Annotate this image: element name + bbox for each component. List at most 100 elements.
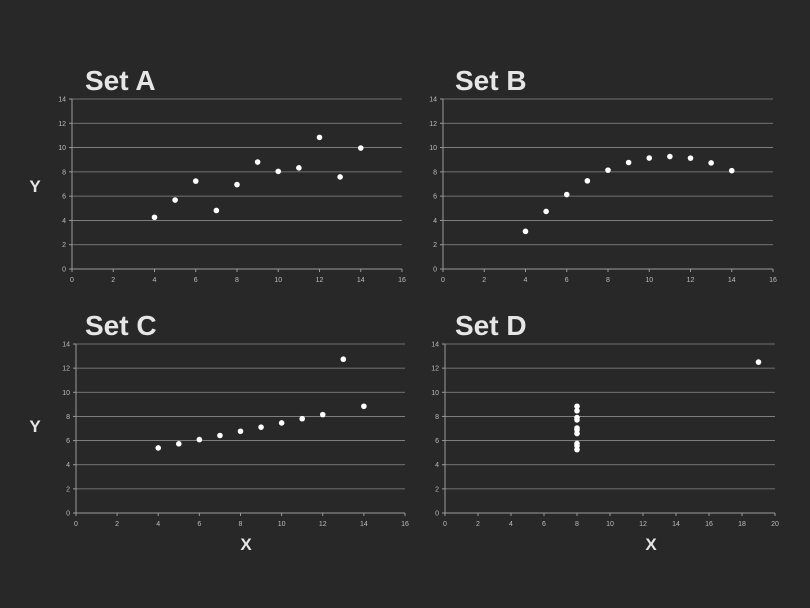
data-point (278, 420, 285, 426)
x-tick-label: 2 (111, 277, 115, 284)
data-point (625, 159, 632, 166)
x-tick-label: 16 (401, 521, 409, 528)
panel-title: Set A (85, 65, 156, 96)
y-tick-label: 2 (62, 242, 66, 249)
x-tick-label: 8 (575, 521, 579, 528)
x-tick-label: 6 (194, 277, 198, 284)
y-tick-label: 6 (62, 194, 66, 201)
y-tick-label: 14 (431, 342, 439, 349)
data-point (340, 356, 347, 363)
panel-title: Set D (455, 310, 527, 341)
x-tick-label: 10 (606, 521, 614, 528)
data-point (319, 411, 326, 418)
x-tick-label: 8 (606, 277, 610, 284)
panel-4: Set D 0 2 4 6 8 10 12 14 0 2 4 6 8 10 12 14 16 18 20 X (431, 310, 779, 554)
x-axis-label: X (645, 535, 657, 554)
data-point (299, 415, 305, 422)
y-tick-label: 8 (62, 169, 66, 176)
x-tick-label: 10 (278, 521, 286, 528)
y-tick-label: 8 (66, 414, 70, 421)
data-point (574, 414, 580, 421)
data-point (254, 159, 261, 165)
x-tick-label: 12 (639, 521, 647, 528)
y-tick-label: 10 (62, 390, 70, 397)
y-tick-label: 6 (66, 438, 70, 445)
y-tick-label: 6 (435, 438, 439, 445)
y-tick-label: 12 (429, 121, 437, 128)
y-tick-label: 12 (58, 121, 66, 128)
data-point (151, 214, 158, 221)
data-point (522, 228, 529, 235)
panel-title: Set C (85, 310, 157, 341)
x-tick-label: 4 (153, 277, 157, 284)
panel-2: Set B 0 2 4 6 8 10 12 14 0 2 4 6 8 10 12 14 16 (429, 65, 777, 284)
x-tick-label: 6 (542, 521, 546, 528)
data-point (708, 160, 714, 166)
y-axis-label: Y (29, 417, 41, 436)
x-tick-label: 10 (645, 277, 653, 284)
panel-1: Set A 0 2 4 6 8 10 12 14 0 2 4 6 8 10 12 14 16 Y (29, 65, 406, 284)
x-tick-label: 12 (316, 277, 324, 284)
x-tick-label: 2 (482, 277, 486, 284)
y-tick-label: 0 (66, 511, 70, 518)
data-point (316, 134, 323, 141)
data-point (337, 174, 343, 180)
x-tick-label: 0 (74, 521, 78, 528)
data-point (543, 208, 549, 215)
data-point (196, 436, 203, 443)
data-point (574, 427, 580, 433)
data-point (584, 178, 591, 184)
data-point (357, 145, 364, 151)
x-tick-label: 6 (565, 277, 569, 284)
data-point (646, 155, 653, 161)
y-tick-label: 12 (62, 366, 70, 373)
data-point (667, 153, 673, 160)
x-tick-label: 14 (672, 521, 680, 528)
data-point (574, 403, 580, 410)
data-point (728, 167, 735, 174)
x-tick-label: 10 (274, 277, 282, 284)
x-tick-label: 12 (319, 521, 327, 528)
y-tick-label: 10 (58, 145, 66, 152)
x-tick-label: 20 (771, 521, 779, 528)
data-point (217, 432, 223, 439)
x-tick-label: 4 (156, 521, 160, 528)
x-tick-label: 14 (728, 277, 736, 284)
x-tick-label: 0 (443, 521, 447, 528)
x-tick-label: 18 (738, 521, 746, 528)
x-tick-label: 16 (398, 277, 406, 284)
x-tick-label: 14 (360, 521, 368, 528)
x-tick-label: 8 (235, 277, 239, 284)
panel-3: Set C 0 2 4 6 8 10 12 14 0 2 4 6 8 10 12 14 16 Y X (29, 310, 409, 554)
x-tick-label: 16 (705, 521, 713, 528)
y-tick-label: 4 (62, 218, 66, 225)
data-point (755, 359, 762, 365)
y-tick-label: 10 (429, 145, 437, 152)
y-tick-label: 6 (433, 194, 437, 201)
data-point (237, 428, 244, 435)
x-tick-label: 0 (441, 277, 445, 284)
x-tick-label: 6 (197, 521, 201, 528)
data-point (234, 181, 240, 188)
y-tick-label: 0 (62, 267, 66, 274)
data-point (192, 178, 199, 184)
data-point (574, 443, 580, 449)
data-point (176, 441, 182, 447)
y-tick-label: 0 (435, 511, 439, 518)
data-point (605, 167, 611, 173)
y-tick-label: 14 (429, 97, 437, 104)
y-tick-label: 2 (435, 486, 439, 493)
x-axis-label: X (240, 535, 252, 554)
panel-title: Set B (455, 65, 527, 96)
data-point (172, 197, 178, 203)
data-point (574, 407, 580, 414)
y-tick-label: 2 (433, 242, 437, 249)
y-tick-label: 4 (433, 218, 437, 225)
x-tick-label: 0 (70, 277, 74, 284)
x-tick-label: 2 (115, 521, 119, 528)
data-point (296, 165, 302, 171)
x-tick-label: 14 (357, 277, 365, 284)
data-point (687, 155, 694, 161)
y-tick-label: 4 (435, 462, 439, 469)
